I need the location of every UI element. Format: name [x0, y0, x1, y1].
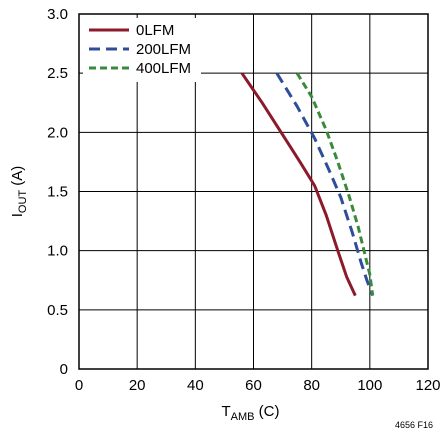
y-tick-label: 2.0	[47, 124, 68, 141]
ticks: 0 20 40 60 80 100 120 0 0.5 1.0 1.5 2.0 2.5 3.0	[47, 6, 440, 394]
series-line-200lfm	[275, 72, 375, 297]
y-tick-label: 3.0	[47, 6, 68, 23]
legend: 0LFM 200LFM 400LFM	[83, 18, 201, 82]
x-tick-label: 0	[75, 377, 83, 394]
y-tick-label: 1.0	[47, 243, 68, 260]
y-tick-label: 2.5	[47, 65, 68, 82]
x-tick-label: 100	[357, 377, 382, 394]
figure-id: 4656 F16	[395, 420, 433, 430]
legend-label-400lfm: 400LFM	[136, 60, 191, 77]
x-tick-label: 60	[245, 377, 262, 394]
x-tick-label: 40	[187, 377, 204, 394]
series-layer	[240, 72, 375, 297]
legend-label-200lfm: 200LFM	[136, 41, 191, 58]
y-tick-label: 1.5	[47, 184, 68, 201]
plot-frame	[78, 13, 429, 370]
x-axis-title: TAMB (C)	[221, 403, 279, 423]
y-tick-label: 0	[60, 361, 68, 378]
legend-label-0lfm: 0LFM	[136, 22, 174, 39]
x-tick-label: 80	[303, 377, 320, 394]
series-line-400lfm	[295, 72, 375, 296]
series-line-0lfm	[240, 72, 357, 297]
y-tick-label: 0.5	[47, 302, 68, 319]
x-tick-label: 120	[415, 377, 440, 394]
x-tick-label: 20	[129, 377, 146, 394]
y-axis-title: IOUT (A)	[9, 166, 29, 218]
